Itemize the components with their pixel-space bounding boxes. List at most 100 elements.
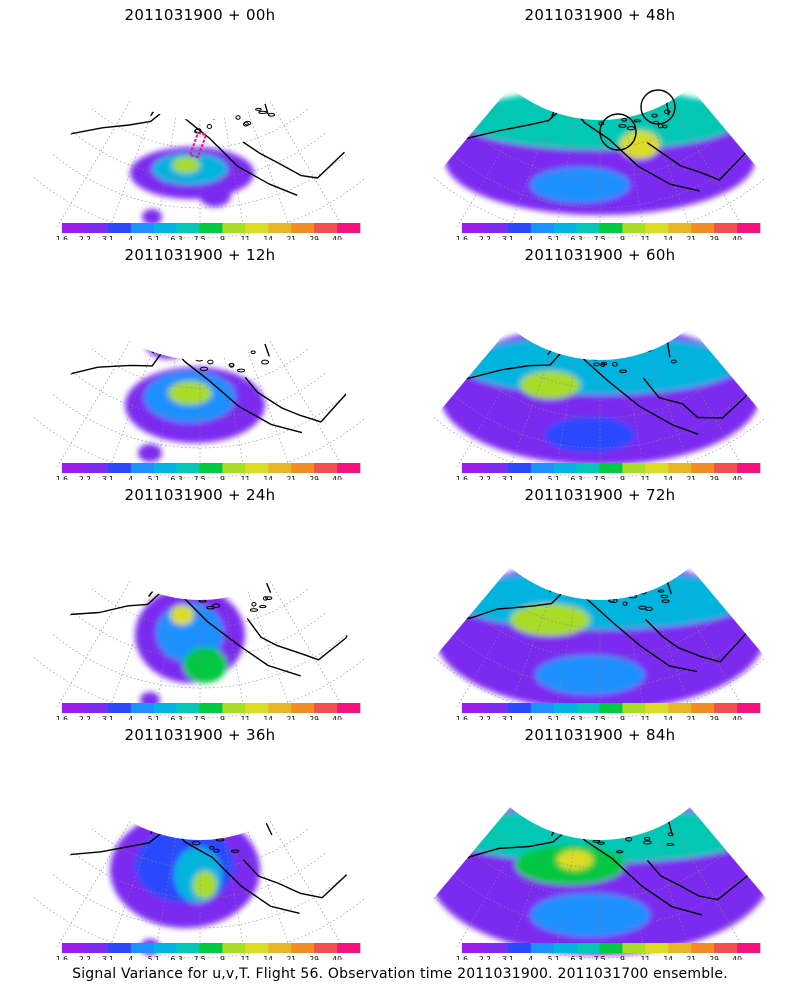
variance-map: 1.6 2.2 3.1 4 5.1 6.3 7.5 9 11 14 21 29 40 bbox=[16, 807, 384, 960]
colorbar-swatch bbox=[507, 943, 532, 953]
panel-title: 2011031900 + 60h bbox=[524, 246, 676, 264]
colorbar-swatch bbox=[130, 223, 154, 233]
colorbar-tick-label: 1.6 bbox=[56, 715, 68, 720]
colorbar-tick-label: 2.2 bbox=[79, 235, 91, 240]
colorbar-swatch bbox=[576, 703, 600, 713]
colorbar-swatch bbox=[622, 223, 646, 233]
colorbar-swatch bbox=[245, 463, 269, 473]
colorbar-swatch bbox=[314, 223, 338, 233]
colorbar-tick-label: 2.2 bbox=[479, 955, 491, 960]
colorbar-swatch bbox=[599, 463, 623, 473]
colorbar-tick-label: 14 bbox=[264, 235, 274, 240]
colorbar-tick-label: 14 bbox=[264, 715, 274, 720]
colorbar-swatch bbox=[462, 223, 486, 233]
colorbar-swatch bbox=[668, 703, 692, 713]
colorbar-swatch bbox=[222, 463, 246, 473]
colorbar-swatch bbox=[622, 463, 646, 473]
colorbar-tick-label: 5.1 bbox=[548, 475, 560, 480]
forecast-panel: 1.6 2.2 3.1 4 5.1 6.3 7.5 9 11 14 21 29 40 2011031900… bbox=[0, 0, 400, 240]
colorbar-tick-label: 14 bbox=[664, 475, 674, 480]
variance-region bbox=[545, 417, 635, 453]
colorbar-tick-label: 7.5 bbox=[194, 955, 206, 960]
colorbar-tick-label: 40 bbox=[332, 955, 342, 960]
colorbar-tick-label: 2.2 bbox=[79, 715, 91, 720]
colorbar-tick-label: 21 bbox=[686, 235, 696, 240]
colorbar-swatch bbox=[84, 703, 109, 713]
flight-track-marker bbox=[188, 131, 208, 159]
colorbar-swatch bbox=[462, 943, 486, 953]
variance-region bbox=[183, 647, 227, 683]
colorbar-tick-label: 40 bbox=[732, 475, 742, 480]
colorbar-swatch bbox=[737, 703, 761, 713]
colorbar-swatch bbox=[714, 703, 738, 713]
forecast-panel: 1.6 2.2 3.1 4 5.1 6.3 7.5 9 11 14 21 29 40 2011031900… bbox=[400, 0, 800, 240]
colorbar-tick-label: 7.5 bbox=[594, 235, 606, 240]
colorbar-swatch bbox=[576, 943, 600, 953]
colorbar-swatch bbox=[314, 703, 338, 713]
colorbar-tick-label: 9 bbox=[220, 475, 225, 480]
colorbar-tick-label: 6.3 bbox=[571, 715, 583, 720]
colorbar-tick-label: 11 bbox=[641, 235, 651, 240]
colorbar-swatch bbox=[668, 223, 692, 233]
colorbar-tick-label: 5.1 bbox=[548, 715, 560, 720]
colorbar-swatch bbox=[268, 943, 292, 953]
colorbar-swatch bbox=[462, 703, 486, 713]
colorbar-swatch bbox=[645, 943, 669, 953]
colorbar-tick-label: 7.5 bbox=[594, 475, 606, 480]
colorbar-tick-label: 3.1 bbox=[502, 475, 514, 480]
colorbar-swatch bbox=[245, 703, 269, 713]
colorbar-tick-label: 2.2 bbox=[479, 715, 491, 720]
variance-region bbox=[530, 893, 650, 937]
colorbar-tick-label: 14 bbox=[664, 235, 674, 240]
colorbar-swatch bbox=[668, 943, 692, 953]
colorbar-tick-label: 6.3 bbox=[171, 715, 183, 720]
colorbar-tick-label: 11 bbox=[641, 955, 651, 960]
colorbar-swatch bbox=[314, 463, 338, 473]
colorbar-swatch bbox=[507, 463, 532, 473]
colorbar-swatch bbox=[199, 223, 223, 233]
colorbar-swatch bbox=[199, 703, 223, 713]
colorbar-tick-label: 3.1 bbox=[502, 715, 514, 720]
colorbar-swatch bbox=[576, 223, 600, 233]
colorbar-swatch bbox=[691, 223, 715, 233]
colorbar-tick-label: 3.1 bbox=[502, 235, 514, 240]
colorbar-swatch bbox=[153, 223, 177, 233]
forecast-panel: 1.6 2.2 3.1 4 5.1 6.3 7.5 9 11 14 21 29 40 2011031900… bbox=[400, 720, 800, 960]
colorbar-tick-label: 21 bbox=[286, 475, 296, 480]
colorbar-swatch bbox=[645, 223, 669, 233]
variance-region bbox=[510, 604, 590, 636]
colorbar-tick-label: 4 bbox=[128, 715, 133, 720]
colorbar-swatch bbox=[176, 463, 200, 473]
colorbar-tick-label: 9 bbox=[620, 955, 625, 960]
colorbar-tick-label: 3.1 bbox=[102, 715, 114, 720]
colorbar-swatch bbox=[222, 223, 246, 233]
colorbar-tick-label: 29 bbox=[309, 235, 319, 240]
colorbar-tick-label: 5.1 bbox=[148, 715, 160, 720]
colorbar-tick-label: 6.3 bbox=[571, 475, 583, 480]
colorbar-tick-label: 5.1 bbox=[148, 235, 160, 240]
colorbar-swatch bbox=[222, 943, 246, 953]
variance-region bbox=[172, 157, 200, 173]
variance-region bbox=[199, 183, 231, 207]
colorbar-swatch bbox=[130, 703, 154, 713]
colorbar-swatch bbox=[84, 463, 109, 473]
colorbar-swatch bbox=[291, 943, 315, 953]
variance-region bbox=[530, 167, 630, 203]
forecast-panel: 1.6 2.2 3.1 4 5.1 6.3 7.5 9 11 14 21 29 40 2011031900… bbox=[0, 720, 400, 960]
colorbar-tick-label: 5.1 bbox=[148, 475, 160, 480]
variance-map: 1.6 2.2 3.1 4 5.1 6.3 7.5 9 11 14 21 29 40 bbox=[16, 327, 384, 480]
panel-title: 2011031900 + 48h bbox=[524, 6, 676, 24]
colorbar-swatch bbox=[530, 223, 554, 233]
panel-title: 2011031900 + 12h bbox=[124, 246, 276, 264]
colorbar-swatch bbox=[484, 703, 509, 713]
colorbar-swatch bbox=[245, 223, 269, 233]
colorbar-tick-label: 40 bbox=[332, 475, 342, 480]
colorbar-tick-label: 4 bbox=[528, 715, 533, 720]
colorbar-tick-label: 5.1 bbox=[548, 955, 560, 960]
colorbar-tick-label: 14 bbox=[264, 955, 274, 960]
figure-caption: Signal Variance for u,v,T. Flight 56. Ob… bbox=[72, 966, 728, 982]
colorbar-swatch bbox=[691, 703, 715, 713]
colorbar-tick-label: 9 bbox=[620, 715, 625, 720]
panel-title: 2011031900 + 00h bbox=[124, 6, 276, 24]
colorbar-swatch bbox=[645, 703, 669, 713]
